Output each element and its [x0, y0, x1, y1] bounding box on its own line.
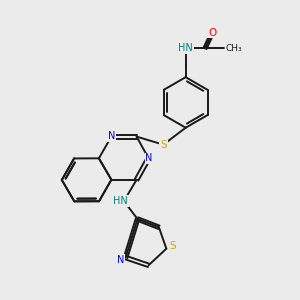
Text: O: O [208, 28, 217, 38]
Text: N: N [117, 255, 124, 265]
Text: HN: HN [178, 44, 193, 53]
Text: S: S [169, 241, 176, 251]
Text: N: N [108, 131, 115, 141]
Text: CH₃: CH₃ [226, 44, 242, 53]
Text: S: S [160, 140, 167, 150]
Text: HN: HN [113, 196, 128, 206]
Text: N: N [146, 153, 153, 163]
